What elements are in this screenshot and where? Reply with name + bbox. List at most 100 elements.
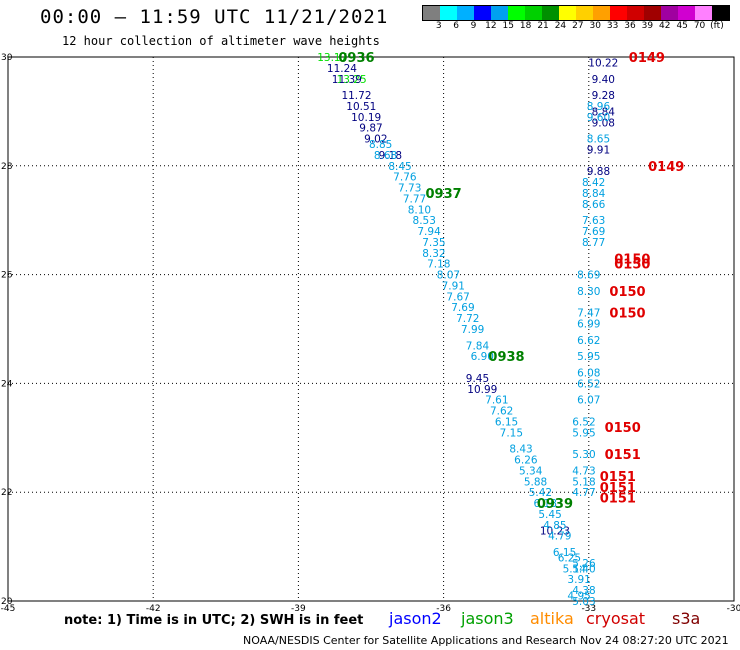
pass-time-label: 0150 (614, 258, 650, 273)
mission-legend-jason2: jason2 (389, 609, 442, 628)
wave-height-point: 10.23 (540, 525, 570, 537)
x-tick-label: -33 (581, 604, 596, 614)
wave-height-point: 10.51 (346, 101, 376, 113)
wave-height-point: 8.30 (577, 286, 600, 298)
color-scale-label: 36 (624, 21, 636, 31)
pass-time-label: 0936 (338, 51, 374, 66)
wave-height-point: 4.73 (572, 465, 595, 477)
wave-height-point: 9.45 (466, 373, 489, 385)
wave-height-point: 8.65 (587, 134, 610, 146)
color-scale-label: 42 (659, 21, 671, 31)
wave-height-point: 8.10 (408, 204, 431, 216)
wave-height-point: 7.69 (582, 226, 605, 238)
wave-height-point: 9.08 (592, 117, 615, 129)
data-points: 13.1713.2511.2411.3911.7210.5110.199.879… (317, 52, 618, 608)
wave-height-point: 6.08 (577, 368, 600, 380)
wave-height-point: 6.90 (471, 351, 494, 363)
mission-legend-s3a: s3a (672, 609, 701, 628)
mission-legend-cryosat: cryosat (586, 609, 646, 628)
generated-timestamp: Nov 24 08:27:20 UTC 2021 (580, 634, 729, 647)
wave-height-point: 7.91 (442, 280, 465, 292)
wave-height-point: 6.15 (495, 416, 518, 428)
color-scale-labels: 3 6 9 12 15 18 21 24 27 30 33 36 39 42 45 70 (ft) (422, 21, 726, 31)
wave-height-point: 7.94 (417, 226, 441, 238)
color-scale-label: 39 (641, 21, 654, 31)
wave-height-point: 6.26 (514, 455, 538, 467)
wave-height-point: 6.25 (558, 552, 581, 564)
wave-height-point: 4.95 (567, 591, 590, 603)
wave-height-point: 5.45 (538, 509, 561, 521)
color-swatch (423, 6, 440, 20)
wave-height-point: 8.32 (422, 248, 445, 260)
pass-time-label: 0151 (600, 492, 636, 507)
pass-labels: 0936093709380939014901490150015001500150… (338, 51, 684, 512)
wave-height-point: 11.72 (341, 90, 371, 102)
wave-height-point: 8.68 (374, 150, 397, 162)
wave-height-point: 6.52 (577, 378, 600, 390)
wave-height-point: 5.18 (572, 476, 595, 488)
color-swatch (678, 6, 695, 20)
color-scale-label: 45 (676, 21, 688, 31)
wave-height-point: 8.42 (582, 177, 605, 189)
wave-height-point: 8.85 (369, 139, 392, 151)
pass-time-label: 0151 (600, 481, 636, 496)
color-swatch (440, 6, 457, 20)
wave-height-point: 9.28 (592, 90, 615, 102)
color-swatch (627, 6, 644, 20)
wave-height-point: 7.61 (485, 395, 508, 407)
color-swatch (661, 6, 678, 20)
wave-height-point: 8.96 (587, 101, 611, 113)
color-scale-label: 21 (537, 21, 549, 31)
y-tick-label: 28 (1, 162, 13, 172)
wave-height-point: 8.66 (582, 199, 606, 211)
wave-height-point: 7.15 (500, 427, 523, 439)
page-subtitle: 12 hour collection of altimeter wave hei… (62, 34, 380, 48)
color-swatch (644, 6, 661, 20)
wave-height-point: 8.84 (582, 188, 606, 200)
y-tick-label: 30 (1, 53, 13, 63)
color-swatch (610, 6, 627, 20)
wave-height-point: 7.77 (403, 193, 426, 205)
wave-height-point: 5.34 (519, 465, 543, 477)
color-swatch (593, 6, 610, 20)
wave-height-point: 8.45 (388, 161, 411, 173)
wave-height-point: 9.91 (587, 144, 610, 156)
wave-height-point: 10.22 (588, 57, 618, 69)
wave-height-point: 7.99 (461, 324, 484, 336)
wave-height-point: 8.53 (413, 215, 436, 227)
wave-height-point: 7.62 (490, 406, 513, 418)
wave-height-point: 7.47 (577, 308, 600, 320)
wave-height-point: 9.88 (587, 166, 610, 178)
wave-height-point: 13.25 (337, 74, 367, 86)
wave-height-point: 9.60 (587, 112, 610, 124)
wave-height-point: 9.40 (592, 74, 615, 86)
page-title: 00:00 – 11:59 UTC 11/21/2021 (40, 6, 389, 28)
plot-frame (7, 56, 735, 602)
color-scale-label: 18 (519, 21, 532, 31)
color-swatch (695, 6, 712, 20)
y-tick-label: 20 (1, 597, 13, 607)
wave-height-point: 4.79 (548, 531, 571, 543)
color-swatch (712, 6, 729, 20)
wave-height-point: 10.19 (351, 112, 381, 124)
color-scale-label: 24 (554, 21, 567, 31)
color-scale-label: (ft) (710, 21, 724, 31)
wave-height-point: 8.69 (577, 270, 600, 282)
wave-height-point: 7.18 (427, 259, 450, 271)
wave-height-point: 6.15 (553, 547, 576, 559)
wave-height-point: 8.84 (592, 106, 616, 118)
wave-height-point: 8.77 (582, 237, 605, 249)
wave-height-point: 6.52 (572, 416, 595, 428)
color-swatch (542, 6, 559, 20)
wave-height-point: 9.02 (364, 134, 387, 146)
wave-height-point: 6.18 (534, 498, 557, 510)
wave-height-point: 13.17 (317, 52, 347, 64)
color-swatch (559, 6, 576, 20)
color-scale-bar (422, 5, 730, 21)
mission-legend-jason3: jason3 (461, 609, 514, 628)
color-scale-label: 3 (435, 21, 442, 31)
pass-time-label: 0151 (605, 448, 641, 463)
wave-height-point: 6.99 (577, 319, 600, 331)
color-scale-label: 12 (485, 21, 497, 31)
pass-time-label: 0149 (648, 160, 684, 175)
